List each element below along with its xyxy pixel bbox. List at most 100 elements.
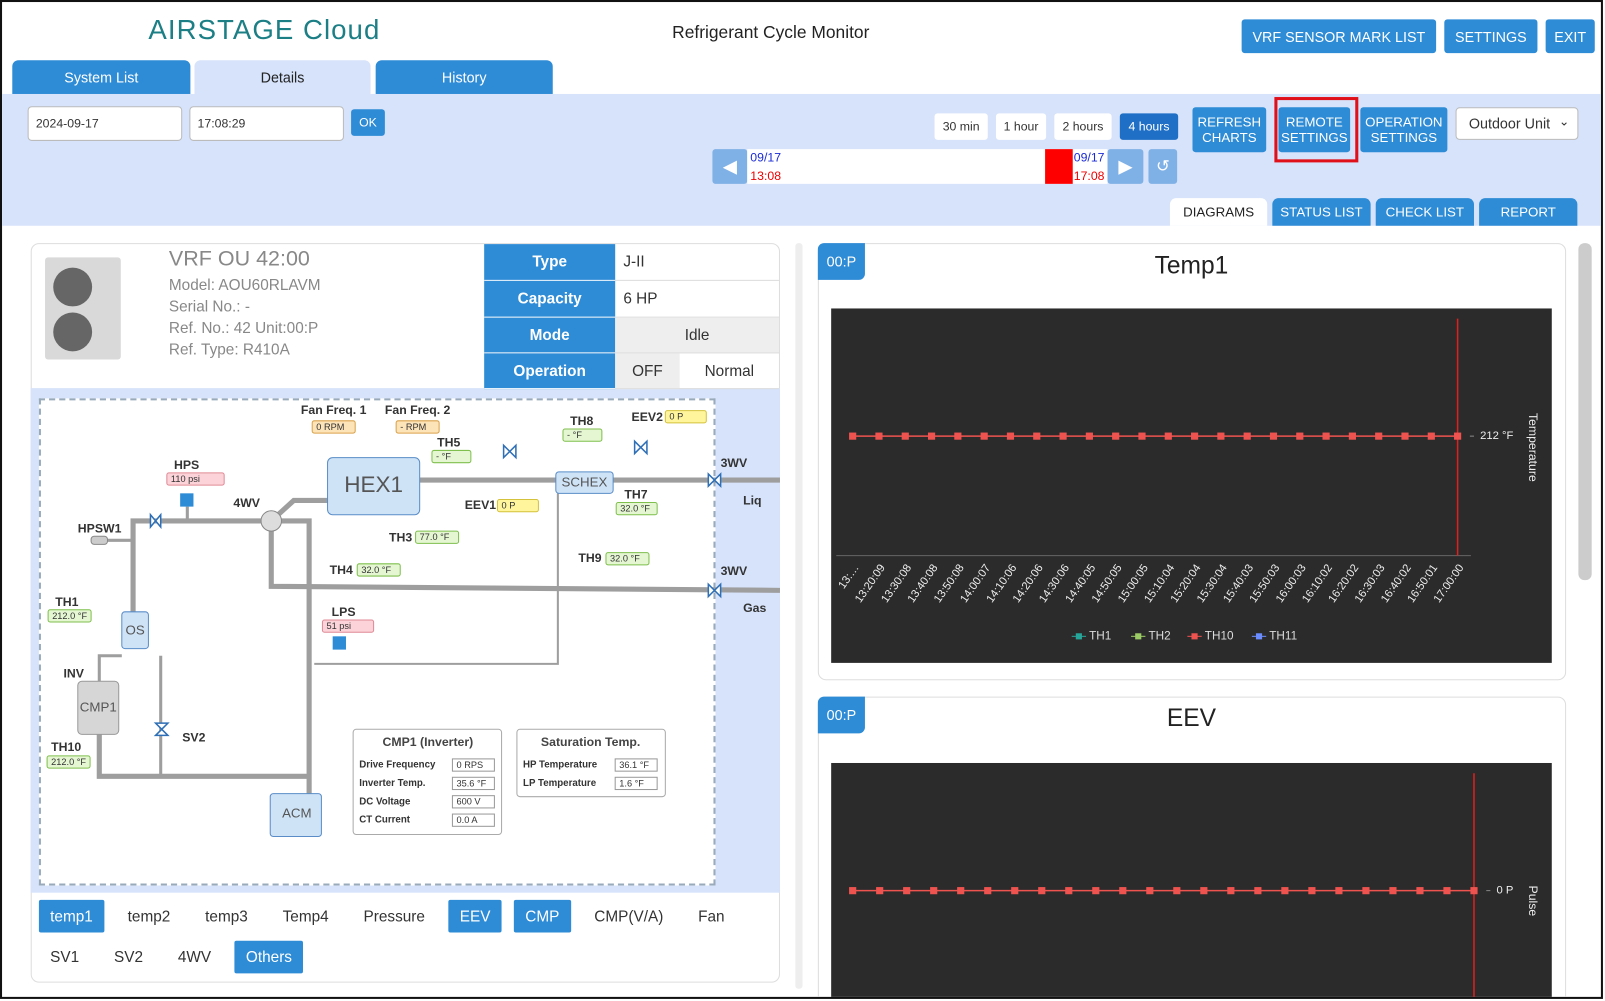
sensor-filter[interactable]: Pressure [363, 907, 425, 925]
chart-badge: 00:P [817, 243, 865, 280]
remote-settings-button[interactable]: REMOTE SETTINGS [1278, 107, 1351, 153]
reading-value: - °F [567, 430, 582, 440]
data-point [984, 887, 992, 895]
data-point [1092, 887, 1100, 895]
valve-icons [149, 439, 722, 737]
refresh-charts-button[interactable]: REFRESH CHARTS [1192, 107, 1267, 153]
tab-active[interactable]: Details [194, 60, 371, 95]
sensor-filter[interactable]: EEV [448, 899, 502, 933]
info-title: CMP1 (Inverter) [382, 735, 473, 749]
data-point [1112, 432, 1120, 440]
sensor-filter[interactable]: CMP [514, 899, 571, 933]
legend-label: TH11 [1269, 629, 1297, 642]
reading-box [356, 563, 401, 577]
view-tab[interactable]: REPORT [1479, 198, 1578, 226]
view-tab-active[interactable]: DIAGRAMS [1169, 198, 1268, 226]
data-point [1038, 887, 1046, 895]
page-title: Refrigerant Cycle Monitor [672, 22, 870, 42]
y-axis-label: Temperature [1526, 413, 1540, 482]
legend-marker [1075, 633, 1082, 640]
reading-value: 0 RPM [316, 422, 344, 432]
sensor-filter[interactable]: Fan [698, 907, 725, 925]
data-point [875, 432, 883, 440]
y-tick-label: 0 P [1497, 885, 1514, 897]
data-point [1033, 432, 1041, 440]
reading-value: - RPM [400, 422, 426, 432]
reset-button[interactable]: ↺ [1148, 149, 1178, 184]
data-point [1138, 432, 1146, 440]
unit-serial: Serial No.: - [168, 298, 250, 316]
sensor-label: TH7 [624, 488, 647, 502]
hex1-box [327, 457, 421, 516]
time-input[interactable]: 17:08:29 [189, 106, 344, 141]
range-button[interactable]: 1 hour [995, 113, 1047, 140]
data-point [980, 432, 988, 440]
legend-label: TH10 [1205, 629, 1234, 642]
unit-ref-type: Ref. Type: R410A [168, 341, 290, 359]
sensor-filter[interactable]: temp3 [205, 907, 248, 925]
chart-area [831, 308, 1552, 663]
info-title: Saturation Temp. [541, 735, 640, 749]
sensor-label: TH4 [330, 563, 353, 577]
range-button[interactable]: 2 hours [1054, 113, 1112, 140]
sensor-filter[interactable]: Others [234, 940, 304, 974]
end-time: 17:08 [1073, 168, 1105, 183]
range-button-active[interactable]: 4 hours [1119, 113, 1179, 140]
reading-box [166, 472, 225, 486]
legend-marker [1255, 633, 1263, 640]
refrigerant-diagram: Fan Freq. 1 Fan Freq. 2 HEX1 TH5 TH8 EEV2 HPS 4… [46, 403, 781, 838]
data-point [1335, 887, 1343, 895]
sensor-filter[interactable]: Temp4 [282, 907, 329, 925]
sensor-filter[interactable]: SV1 [50, 948, 80, 966]
next-button[interactable]: ▶ [1107, 149, 1144, 184]
pipe [130, 518, 272, 615]
sensor-label: EEV2 [632, 410, 664, 424]
sensor-label: TH9 [578, 551, 601, 565]
table-cell: Idle [615, 317, 779, 354]
os-box [121, 611, 149, 650]
sensor-label: TH1 [55, 595, 78, 609]
reading-box [311, 420, 356, 434]
legend-label: TH2 [1148, 629, 1170, 642]
unit-select[interactable]: Outdoor Unit ⌄ [1455, 107, 1579, 140]
sensor-label: Fan Freq. 1 [301, 403, 367, 417]
sensor-label: Gas [743, 601, 766, 615]
sensor-filter[interactable]: temp2 [127, 907, 171, 925]
data-point [1011, 887, 1019, 895]
data-point [927, 432, 936, 440]
range-button[interactable]: 30 min [934, 113, 988, 140]
sensor-filter[interactable]: SV2 [113, 948, 144, 966]
info-value-box [451, 776, 495, 791]
info-label: HP Temperature [523, 760, 598, 771]
sensor-icon [180, 493, 194, 507]
chart-title: EEV [1166, 704, 1217, 733]
prev-button[interactable]: ◀ [712, 149, 748, 184]
tab[interactable]: System List [12, 60, 191, 94]
sensor-filter[interactable]: 4WV [177, 948, 212, 966]
data-point [1217, 432, 1225, 440]
data-point [1308, 887, 1316, 895]
sensor-list-button[interactable]: VRF SENSOR MARK LIST [1241, 19, 1437, 54]
view-tab[interactable]: STATUS LIST [1272, 198, 1371, 226]
highlight-box [1274, 97, 1359, 163]
date-input[interactable]: 2024-09-17 [27, 106, 183, 141]
sensor-label: Fan Freq. 2 [385, 403, 451, 417]
exit-button[interactable]: EXIT [1545, 19, 1595, 54]
sensor-filter[interactable]: CMP(V/A) [594, 907, 664, 925]
info-label: LP Temperature [523, 778, 597, 789]
data-point [1191, 432, 1199, 440]
operation-settings-button[interactable]: OPERATION SETTINGS [1360, 107, 1448, 153]
data-point [876, 887, 884, 895]
settings-button[interactable]: SETTINGS [1444, 19, 1538, 54]
sensor-filter[interactable]: temp1 [38, 899, 105, 933]
reading-box [562, 428, 603, 442]
reading-value: - °F [436, 452, 451, 462]
ok-button[interactable]: OK [351, 109, 385, 136]
view-tab[interactable]: CHECK LIST [1375, 198, 1474, 226]
valve-4wv [260, 510, 283, 532]
sensor-label: Liq [743, 494, 761, 508]
tab[interactable]: History [375, 60, 553, 94]
data-point [1296, 432, 1304, 440]
data-point [1227, 887, 1235, 895]
